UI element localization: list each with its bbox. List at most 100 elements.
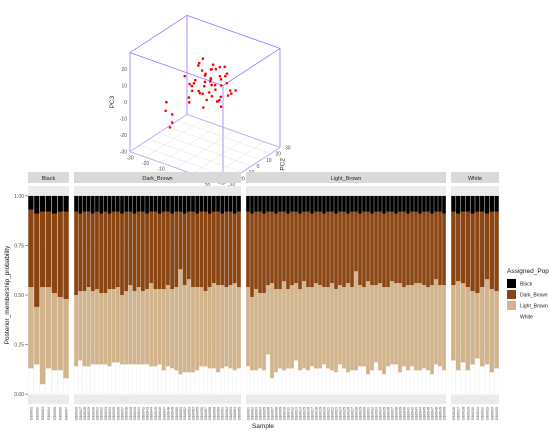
sample-tick-label: GB0062 — [225, 407, 229, 420]
bar-segment-dark-brown — [451, 211, 456, 286]
bar-segment-light-brown — [149, 283, 154, 367]
bar-segment-dark-brown — [442, 213, 446, 286]
scatter-point — [204, 72, 207, 76]
legend-swatch — [507, 301, 516, 310]
bar-segment-white — [480, 366, 485, 395]
bar-segment-black — [422, 195, 426, 212]
pc3-tick-label: -20 — [120, 133, 127, 139]
bar-segment-white — [354, 370, 358, 395]
bar-segment-white — [250, 370, 254, 395]
bar-segment-dark-brown — [132, 213, 137, 292]
bar-segment-black — [418, 195, 422, 214]
bar-segment-white — [136, 364, 141, 395]
facet-strip-label: Black — [42, 176, 56, 182]
bar-segment-white — [434, 364, 438, 395]
bar-segment-white — [386, 366, 390, 395]
sample-tick-label: GB0044 — [419, 407, 423, 420]
bar-segment-light-brown — [314, 283, 318, 369]
bar-segment-dark-brown — [28, 209, 34, 288]
bar-segment-dark-brown — [186, 211, 191, 280]
sample-tick-label: GB0025 — [343, 407, 347, 420]
pc2-tick-label: 0 — [257, 164, 260, 170]
bar-segment-white — [350, 370, 354, 395]
sample-tick-label: GB0040 — [403, 407, 407, 420]
bar-segment-white — [298, 370, 302, 395]
sample-tick-label: GB0030 — [91, 407, 95, 420]
bar-segment-light-brown — [278, 289, 282, 369]
bar-segment-white — [310, 366, 314, 395]
bar-segment-dark-brown — [346, 213, 350, 284]
bar-segment-white — [145, 364, 149, 395]
bar-segment-dark-brown — [174, 211, 179, 288]
bar-segment-white — [186, 372, 191, 395]
bar-segment-light-brown — [330, 283, 334, 371]
bar-segment-dark-brown — [334, 213, 338, 290]
bar-segment-black — [470, 195, 475, 214]
scatter-point — [187, 96, 191, 99]
bar-segment-white — [207, 368, 212, 395]
scatter-point — [225, 72, 229, 75]
scatter-point — [192, 81, 196, 85]
scatter-point — [234, 89, 237, 92]
bar-segment-white — [374, 362, 378, 395]
bar-segment-light-brown — [322, 287, 326, 365]
scatter-point — [213, 83, 217, 87]
bar-segment-dark-brown — [390, 211, 394, 282]
sample-tick-label: GB0032 — [481, 407, 485, 420]
floor-gridline — [158, 132, 252, 167]
bar-segment-black — [326, 195, 330, 212]
bar-segment-white — [302, 368, 306, 395]
bar-segment-dark-brown — [203, 211, 208, 292]
bar-segment-light-brown — [45, 287, 52, 369]
sample-tick-label: GB0032 — [100, 407, 104, 420]
bar-segment-black — [430, 195, 434, 214]
sample-tick-label: GB0043 — [146, 407, 150, 420]
scatter-point — [216, 100, 219, 103]
floor-gridline — [191, 136, 250, 174]
bar-segment-dark-brown — [414, 211, 418, 284]
scatter-point — [228, 89, 232, 92]
bar-segment-white — [254, 370, 258, 395]
sample-tick-label: GB0008 — [275, 407, 279, 420]
box-edge — [186, 15, 281, 49]
bar-segment-light-brown — [216, 285, 220, 373]
bar-segment-black — [250, 195, 254, 214]
sample-tick-label: GB0049 — [171, 407, 175, 420]
bar-segment-black — [220, 195, 225, 214]
bar-segment-light-brown — [120, 295, 124, 365]
bar-segment-white — [220, 368, 225, 395]
bar-segment-light-brown — [475, 293, 480, 359]
bar-segment-white — [394, 364, 398, 395]
bar-segment-white — [342, 368, 346, 395]
bar-segment-dark-brown — [398, 211, 402, 284]
sample-tick-label: GB0042 — [141, 407, 145, 420]
bar-segment-black — [406, 195, 410, 214]
bar-segment-light-brown — [366, 281, 370, 375]
bar-segment-dark-brown — [270, 211, 274, 284]
bar-segment-dark-brown — [456, 213, 461, 282]
bar-segment-light-brown — [195, 287, 200, 371]
scatter-point — [200, 69, 204, 72]
bar-segment-dark-brown — [178, 211, 183, 270]
bar-segment-light-brown — [191, 287, 195, 373]
bar-segment-white — [290, 368, 294, 395]
bar-segment-light-brown — [224, 287, 229, 367]
bar-segment-white — [132, 364, 137, 395]
sample-tick-label: GB0028 — [83, 407, 87, 420]
scatter-point — [218, 98, 221, 102]
bar-segment-white — [282, 370, 286, 395]
bar-segment-white — [28, 368, 34, 395]
sample-tick-label: GB0003 — [41, 407, 45, 420]
bar-segment-dark-brown — [378, 211, 382, 284]
y-tick-label: 0.25 — [14, 343, 24, 349]
bar-segment-white — [438, 366, 442, 395]
bar-segment-dark-brown — [460, 211, 466, 284]
floor-gridline — [186, 114, 281, 148]
bar-segment-black — [82, 195, 87, 212]
bar-segment-white — [149, 366, 154, 395]
bar-segment-white — [128, 364, 133, 395]
sample-tick-label: GB0046 — [427, 407, 431, 420]
bar-segment-black — [57, 195, 63, 212]
bar-segment-black — [456, 195, 461, 214]
bar-segment-dark-brown — [237, 211, 241, 288]
